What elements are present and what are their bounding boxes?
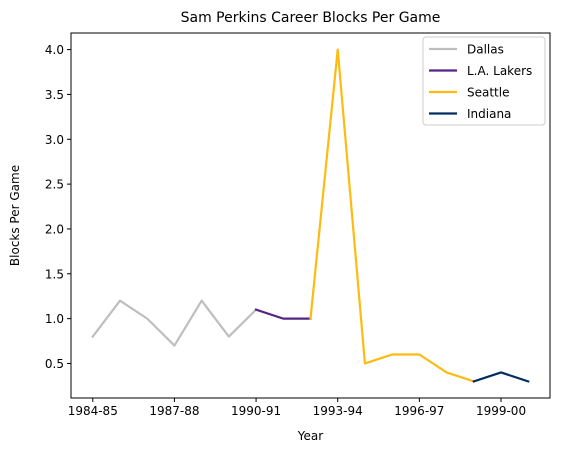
x-tick-label: 1987-88 bbox=[149, 404, 199, 418]
series-line-l-a-lakers bbox=[254, 308, 312, 320]
x-tick-label: 1993-94 bbox=[313, 404, 363, 418]
y-tick-label: 4.0 bbox=[45, 43, 64, 57]
chart-title: Sam Perkins Career Blocks Per Game bbox=[181, 10, 441, 26]
x-axis-label: Year bbox=[297, 429, 323, 443]
legend-label: Indiana bbox=[467, 107, 511, 121]
x-tick-label: 1996-97 bbox=[394, 404, 444, 418]
x-axis-ticks: 1984-85 1987-88 1990-91 1993-94 1996-97 1999-… bbox=[68, 398, 526, 418]
y-tick-label: 2.0 bbox=[45, 222, 64, 236]
y-tick-label: 0.5 bbox=[45, 357, 64, 371]
y-axis-label: Blocks Per Game bbox=[8, 165, 22, 266]
series-line-indiana bbox=[472, 371, 530, 383]
axes-frame bbox=[70, 32, 551, 399]
x-tick-label: 1990-91 bbox=[231, 404, 281, 418]
legend-label: Seattle bbox=[467, 86, 509, 100]
y-tick-label: 1.5 bbox=[45, 267, 64, 281]
plot-lines bbox=[91, 48, 530, 383]
y-tick-label: 2.5 bbox=[45, 178, 64, 192]
legend: Dallas L.A. Lakers Seattle Indiana bbox=[422, 36, 546, 126]
series-line-dallas bbox=[91, 299, 258, 347]
legend-box bbox=[422, 36, 546, 126]
y-tick-label: 1.0 bbox=[45, 312, 64, 326]
x-tick-label: 1999-00 bbox=[476, 404, 526, 418]
legend-label: L.A. Lakers bbox=[467, 64, 532, 78]
y-tick-label: 3.0 bbox=[45, 133, 64, 147]
legend-label: Dallas bbox=[467, 43, 504, 57]
y-tick-label: 3.5 bbox=[45, 88, 64, 102]
series-line-seattle bbox=[309, 48, 476, 383]
x-tick-label: 1984-85 bbox=[68, 404, 118, 418]
y-axis-ticks: 0.5 1.0 1.5 2.0 2.5 3.0 3.5 4.0 bbox=[45, 43, 71, 371]
